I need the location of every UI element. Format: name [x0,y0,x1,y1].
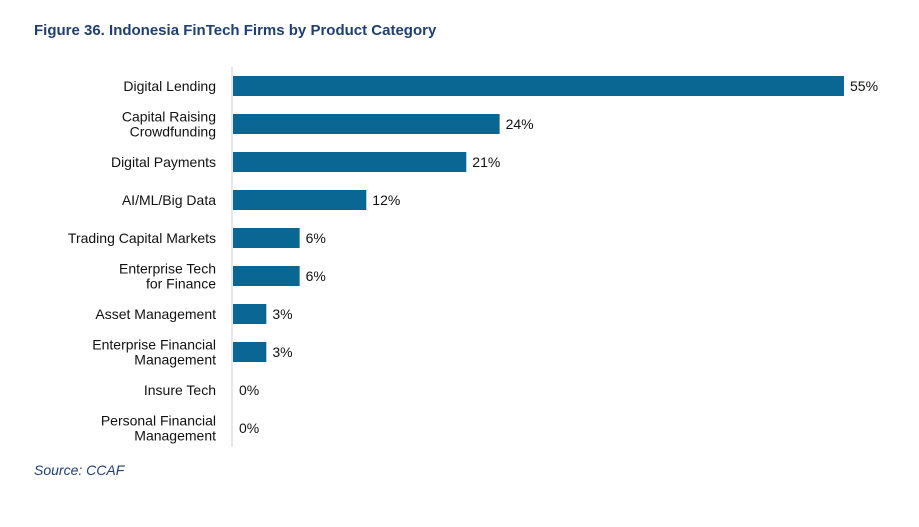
data-label: 12% [372,192,400,208]
bar [233,266,300,286]
category-label-line: Digital Payments [111,154,216,170]
category-label-line: Enterprise Tech [119,261,216,277]
category-label: Enterprise Tech for Finance [119,261,216,292]
data-label: 55% [850,78,878,94]
category-label-line: Crowdfunding [130,124,216,140]
category-label-line: Enterprise Financial [92,337,216,353]
bar [233,228,300,248]
bar [233,152,467,172]
bar [233,342,267,362]
bar [233,76,844,96]
category-label-line: for Finance [146,276,216,292]
category-label: Digital Lending [123,78,216,94]
data-label: 3% [272,344,292,360]
data-label: 3% [272,306,292,322]
chart-title: Figure 36. Indonesia FinTech Firms by Pr… [34,22,437,39]
bar [233,114,500,134]
bar [233,304,267,324]
category-label: Trading Capital Markets [68,230,216,246]
category-label-line: Capital Raising [122,109,216,125]
category-label-line: Personal Financial [101,413,216,429]
category-label-line: Management [134,428,216,444]
data-label: 0% [239,382,259,398]
category-label: Insure Tech [144,382,216,398]
category-label-line: AI/ML/Big Data [122,192,216,208]
category-label: AI/ML/Big Data [122,192,216,208]
data-label: 0% [239,420,259,436]
category-label: Enterprise Financial Management [92,337,216,368]
category-label-line: Asset Management [95,306,216,322]
data-label: 6% [306,230,326,246]
category-label-line: Management [134,352,216,368]
category-label: Personal Financial Management [101,413,216,444]
category-label: Capital Raising Crowdfunding [122,109,216,140]
category-label: Asset Management [95,306,216,322]
data-label: 24% [506,116,534,132]
data-label: 6% [306,268,326,284]
source-note: Source: CCAF [34,462,125,478]
category-label-line: Trading Capital Markets [68,230,216,246]
category-label: Digital Payments [111,154,216,170]
category-label-line: Insure Tech [144,382,216,398]
bar [233,190,367,210]
category-label-line: Digital Lending [123,78,216,94]
data-label: 21% [472,154,500,170]
